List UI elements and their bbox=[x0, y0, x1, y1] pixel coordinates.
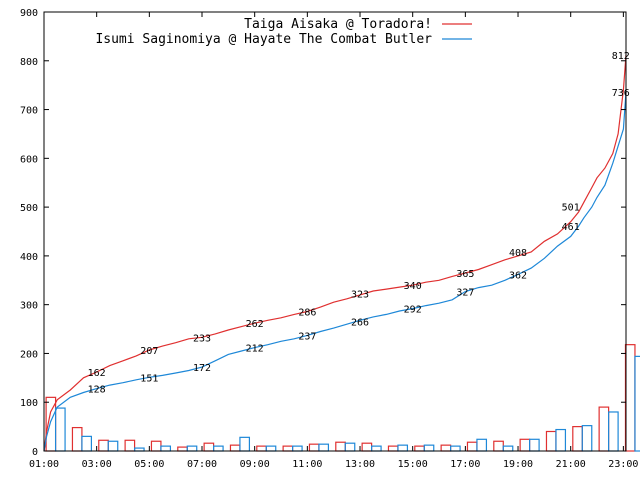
y-tick-label: 500 bbox=[20, 203, 38, 214]
hourly-bar bbox=[502, 445, 514, 452]
hourly-bar bbox=[107, 440, 119, 452]
x-tick-label: 01:00 bbox=[29, 459, 59, 470]
hourly-bar bbox=[186, 445, 198, 452]
y-tick-label: 300 bbox=[20, 301, 38, 312]
data-label: 292 bbox=[404, 305, 422, 316]
data-label: 362 bbox=[509, 270, 527, 281]
hourly-bar bbox=[624, 344, 636, 452]
hourly-bar bbox=[229, 444, 241, 452]
data-label: 286 bbox=[298, 307, 316, 318]
hourly-bar bbox=[124, 439, 136, 452]
y-tick-label: 0 bbox=[32, 447, 38, 458]
y-tick-label: 400 bbox=[20, 252, 38, 263]
x-tick-label: 05:00 bbox=[134, 459, 164, 470]
data-label: 151 bbox=[140, 373, 158, 384]
x-tick-label: 03:00 bbox=[82, 459, 112, 470]
hourly-bar bbox=[335, 441, 346, 452]
hourly-bar bbox=[387, 445, 399, 452]
hourly-bar bbox=[414, 445, 425, 452]
y-tick-label: 200 bbox=[20, 349, 38, 360]
hourly-bar bbox=[98, 439, 109, 452]
x-tick-label: 19:00 bbox=[503, 459, 533, 470]
data-label: 233 bbox=[193, 333, 211, 344]
hourly-bar bbox=[292, 445, 303, 452]
y-tick-label: 600 bbox=[20, 154, 38, 165]
data-label: 323 bbox=[351, 289, 369, 300]
data-label: 736 bbox=[612, 88, 630, 99]
data-label: 212 bbox=[246, 344, 264, 355]
cumulative-line bbox=[43, 91, 627, 452]
hourly-bar bbox=[440, 444, 452, 452]
data-label: 501 bbox=[562, 203, 580, 214]
hourly-bars bbox=[45, 344, 640, 452]
data-label: 237 bbox=[298, 331, 316, 342]
legend-entry: Isumi Saginomiya @ Hayate The Combat But… bbox=[95, 32, 432, 47]
hourly-bar bbox=[423, 444, 435, 452]
legend-entry: Taiga Aisaka @ Toradora! bbox=[244, 17, 432, 32]
hourly-bar bbox=[572, 426, 583, 452]
hourly-bar bbox=[466, 441, 478, 452]
hourly-bar bbox=[212, 445, 224, 452]
hourly-bar bbox=[71, 426, 83, 452]
y-tick-label: 700 bbox=[20, 106, 38, 117]
x-tick-label: 23:00 bbox=[608, 459, 638, 470]
hourly-bar bbox=[545, 430, 557, 452]
hourly-bar bbox=[397, 444, 409, 452]
hourly-bar bbox=[81, 435, 93, 452]
data-label: 172 bbox=[193, 363, 211, 374]
hourly-bar bbox=[256, 445, 267, 452]
hourly-bar bbox=[634, 355, 640, 452]
axes: 0 100 200 300 400 500 600 700 800 900 01:00 03:00 05… bbox=[20, 8, 638, 470]
hourly-bar bbox=[555, 428, 567, 452]
hourly-bar bbox=[203, 442, 215, 452]
data-label: 461 bbox=[562, 222, 580, 233]
x-tick-label: 13:00 bbox=[345, 459, 375, 470]
cumulative-lines bbox=[43, 54, 627, 452]
cumulative-line bbox=[43, 54, 627, 452]
hourly-bar bbox=[177, 446, 188, 452]
hourly-bar bbox=[318, 443, 330, 452]
legend: Taiga Aisaka @ Toradora!Isumi Saginomiya… bbox=[95, 17, 472, 47]
hourly-bar bbox=[308, 443, 320, 452]
x-tick-label: 17:00 bbox=[450, 459, 480, 470]
hourly-bar bbox=[371, 445, 382, 452]
hourly-bar bbox=[519, 438, 531, 452]
hourly-bar bbox=[160, 445, 172, 452]
data-label: 128 bbox=[88, 385, 106, 396]
hourly-bar bbox=[344, 442, 356, 452]
data-label: 266 bbox=[351, 317, 369, 328]
hourly-bar bbox=[581, 425, 593, 452]
hourly-bar bbox=[450, 445, 461, 452]
data-labels: 162 207 233 262 286 323 340 365 408 501 812 128 151 1… bbox=[88, 51, 630, 396]
x-tick-label: 07:00 bbox=[187, 459, 217, 470]
hourly-bar bbox=[529, 438, 540, 452]
hourly-bar bbox=[150, 440, 162, 452]
data-label: 162 bbox=[88, 368, 106, 379]
hourly-bar bbox=[493, 440, 504, 452]
data-label: 262 bbox=[246, 319, 264, 330]
plot-frame bbox=[43, 11, 627, 452]
x-tick-label: 11:00 bbox=[292, 459, 322, 470]
data-label: 812 bbox=[612, 51, 630, 62]
x-tick-label: 15:00 bbox=[398, 459, 428, 470]
x-tick-label: 21:00 bbox=[556, 459, 586, 470]
hourly-bar bbox=[361, 442, 373, 452]
hourly-bar bbox=[265, 445, 277, 452]
hourly-bar bbox=[476, 438, 488, 452]
hourly-bar bbox=[282, 445, 294, 452]
y-tick-label: 900 bbox=[20, 8, 38, 19]
hourly-bar bbox=[598, 406, 610, 452]
y-tick-label: 800 bbox=[20, 57, 38, 68]
hourly-bar bbox=[608, 411, 619, 452]
hourly-bar bbox=[54, 407, 66, 452]
y-tick-label: 100 bbox=[20, 398, 38, 409]
x-tick-label: 09:00 bbox=[240, 459, 270, 470]
data-label: 408 bbox=[509, 248, 527, 259]
data-label: 365 bbox=[456, 269, 474, 280]
data-label: 207 bbox=[140, 346, 158, 357]
data-label: 327 bbox=[456, 287, 474, 298]
data-label: 340 bbox=[404, 281, 422, 292]
hourly-bar bbox=[239, 436, 251, 452]
